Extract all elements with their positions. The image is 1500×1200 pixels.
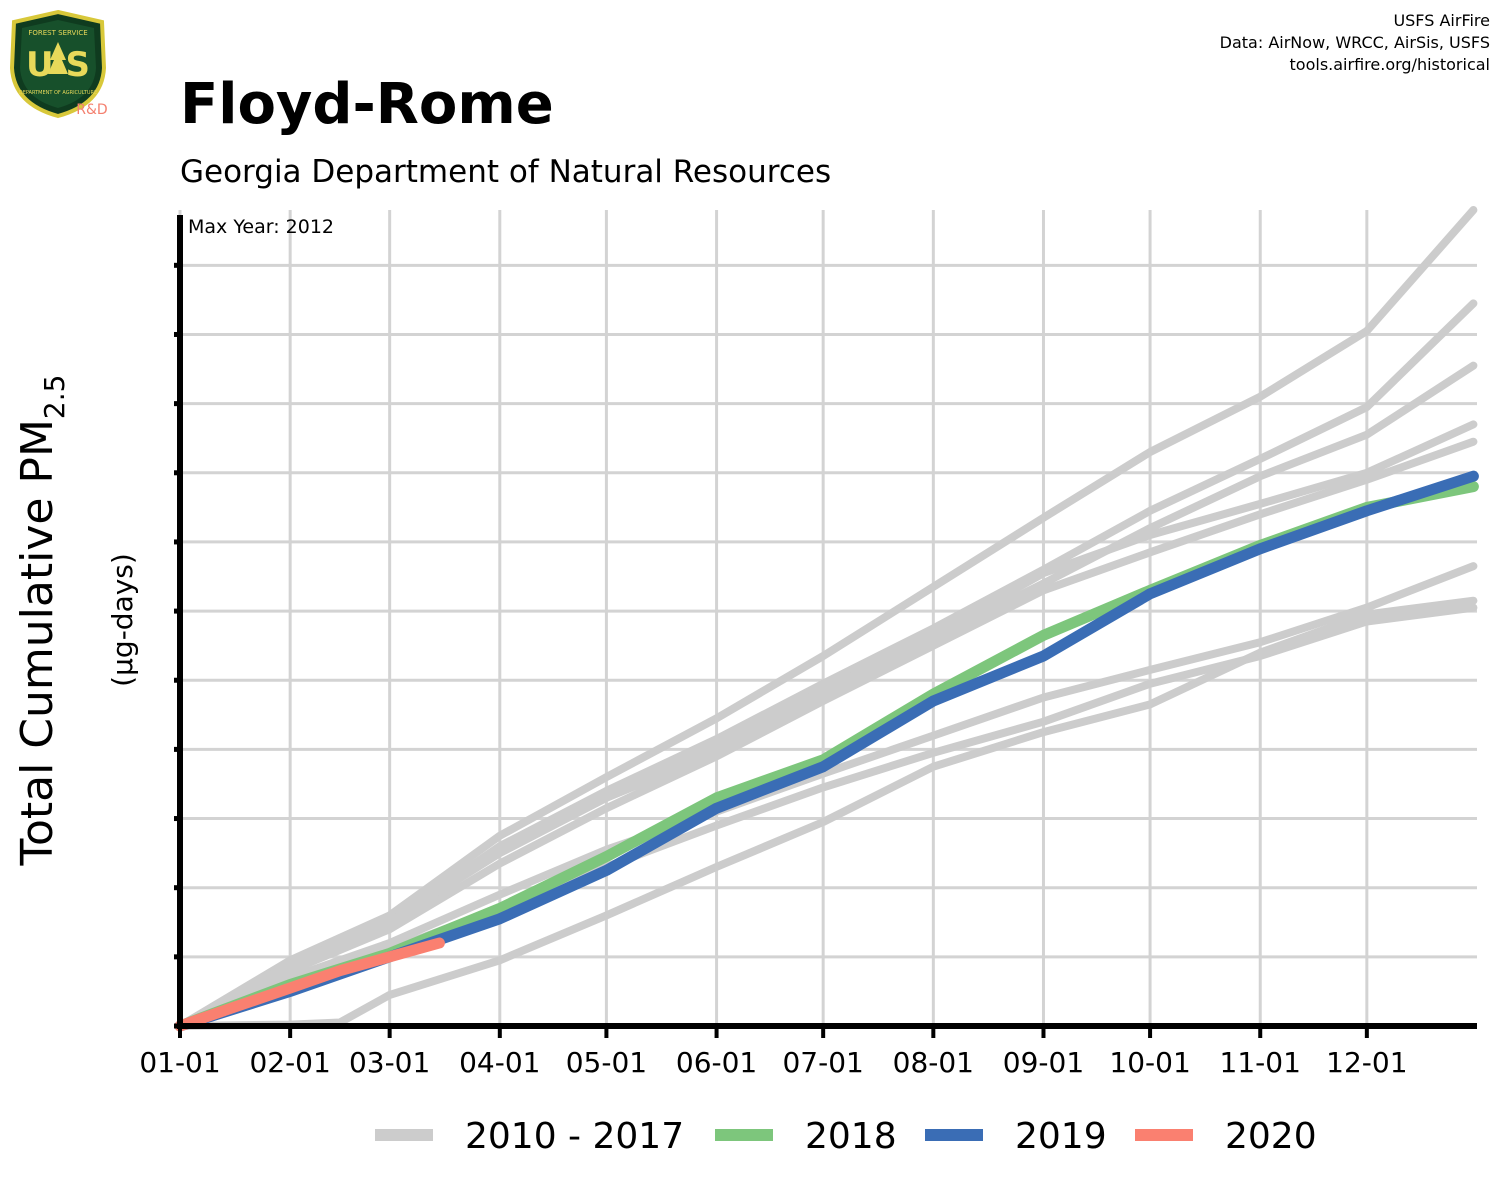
x-tick-label: 04-01	[459, 1046, 540, 1079]
max-year-annotation: Max Year: 2012	[188, 216, 334, 238]
series-layer	[174, 206, 1479, 1032]
credit-line-airfire: USFS AirFire	[1393, 11, 1490, 30]
y-axis-title-subscript: 2.5	[38, 375, 71, 420]
x-tick-label: 06-01	[676, 1046, 757, 1079]
series-line-background-4	[176, 437, 1478, 1030]
logo-top-text: FOREST SERVICE	[28, 29, 87, 37]
x-tick-label: 07-01	[782, 1046, 863, 1079]
x-tick-label: 08-01	[893, 1046, 974, 1079]
x-tick-label: 05-01	[566, 1046, 647, 1079]
series-line-background-5	[176, 562, 1478, 1030]
x-tick-label: 11-01	[1220, 1046, 1301, 1079]
series-line-y2019	[174, 470, 1479, 1032]
x-tick-label: 02-01	[249, 1046, 330, 1079]
page-subtitle: Georgia Department of Natural Resources	[180, 154, 832, 190]
grid-lines	[178, 210, 1477, 1028]
legend-label: 2019	[1015, 1116, 1107, 1157]
axes	[177, 215, 1477, 1029]
y-axis-title-main: Total Cumulative PM	[12, 419, 63, 866]
legend-label: 2018	[805, 1116, 897, 1157]
svg-text:Total Cumulative PM2.5: Total Cumulative PM2.5	[12, 375, 71, 867]
y-axis-units: (µg-days)	[106, 553, 139, 687]
legend-label: 2010 - 2017	[465, 1116, 684, 1157]
x-tick-label: 03-01	[349, 1046, 430, 1079]
logo-rd-label: R&D	[76, 102, 107, 118]
legend: 2010 - 2017 2018 2019 2020	[375, 1116, 1317, 1157]
page-title: Floyd-Rome	[180, 72, 554, 137]
logo-bottom-text: DEPARTMENT OF AGRICULTURE	[19, 90, 97, 96]
credit-line-data: Data: AirNow, WRCC, AirSis, USFS	[1219, 33, 1490, 52]
usfs-shield-icon: FOREST SERVICE U S DEPARTMENT OF AGRICUL…	[9, 9, 108, 119]
credit-line-url: tools.airfire.org/historical	[1289, 55, 1490, 74]
y-axis-title: Total Cumulative PM2.5	[12, 375, 71, 867]
x-tick-label: 12-01	[1326, 1046, 1407, 1079]
series-line-y2020	[174, 937, 445, 1032]
series-line-background-3	[176, 420, 1478, 1030]
x-tick-label: 01-01	[139, 1046, 220, 1079]
legend-label: 2020	[1225, 1116, 1317, 1157]
axis-ticks: 01-01 02-01 03-01 04-01 05-01 06-01 07-01 08-01…	[139, 262, 1408, 1079]
credits-block: USFS AirFire Data: AirNow, WRCC, AirSis,…	[1220, 10, 1490, 76]
series-line-background-0	[176, 206, 1478, 1030]
x-tick-label: 09-01	[1003, 1046, 1084, 1079]
series-line-background-7	[176, 596, 1478, 1030]
series-line-background-1	[176, 299, 1478, 1030]
x-tick-label: 10-01	[1109, 1046, 1190, 1079]
